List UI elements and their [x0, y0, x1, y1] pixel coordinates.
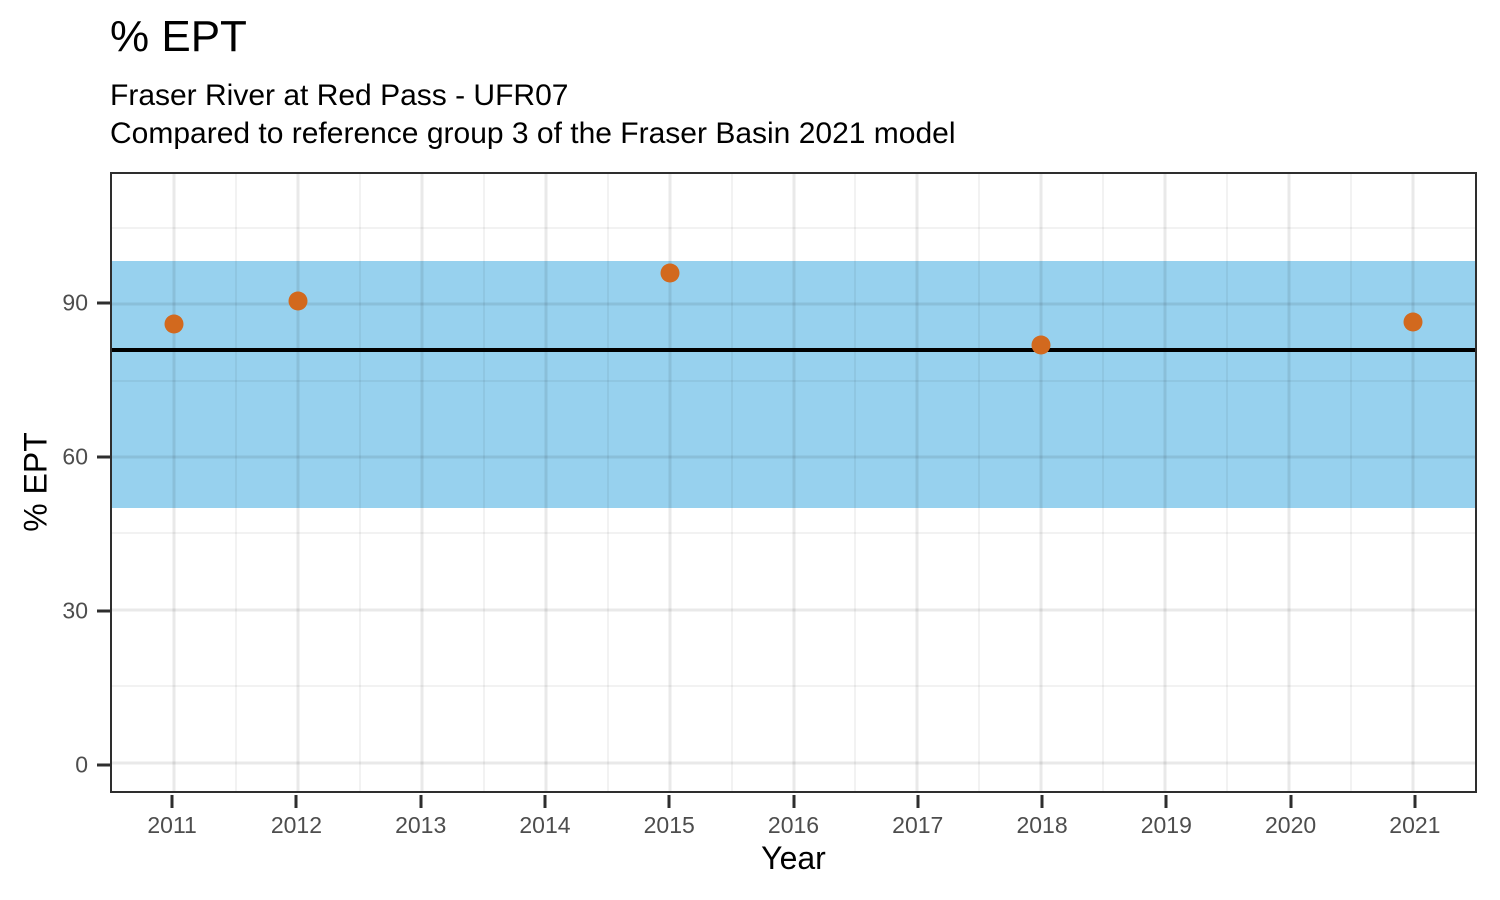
data-point — [164, 314, 184, 334]
x-tick-mark — [170, 795, 174, 808]
gridline-minor-vertical — [482, 174, 485, 791]
x-tick-label: 2017 — [892, 812, 944, 838]
x-tick-mark — [667, 795, 671, 808]
y-tick-label: 0 — [75, 751, 88, 778]
x-tick-mark — [294, 795, 298, 808]
gridline-minor-vertical — [1226, 174, 1229, 791]
x-axis: 2011 2012 2013 2014 2015 2016 2017 2018 2019 2020… — [110, 793, 1477, 853]
y-tick-mark — [97, 763, 110, 767]
gridline-major-horizontal — [112, 761, 1475, 765]
x-tick-mark — [543, 795, 547, 808]
x-tick-label: 2020 — [1264, 812, 1317, 838]
gridline-major-vertical — [172, 174, 176, 791]
x-tick-label: 2015 — [643, 812, 695, 838]
x-tick-label: 2018 — [1016, 812, 1068, 838]
reference-line — [112, 347, 1475, 352]
data-point — [1403, 312, 1423, 332]
gridline-minor-vertical — [358, 174, 361, 791]
gridline-major-vertical — [296, 174, 300, 791]
x-tick-mark — [1413, 795, 1417, 808]
y-tick-mark — [97, 455, 110, 459]
x-tick-label: 2013 — [395, 812, 447, 838]
gridline-minor-vertical — [1350, 174, 1353, 791]
x-tick-mark — [792, 795, 795, 808]
gridline-major-vertical — [1411, 174, 1415, 791]
y-axis: 0 30 60 90 — [0, 172, 110, 793]
reference-band — [112, 260, 1475, 508]
gridline-minor-vertical — [854, 174, 857, 791]
gridline-minor-horizontal — [112, 379, 1475, 382]
data-point — [660, 263, 680, 283]
y-tick-label: 30 — [62, 597, 88, 624]
gridline-major-horizontal — [112, 302, 1475, 306]
gridline-major-vertical — [915, 174, 919, 791]
chart-subtitle-line1: Fraser River at Red Pass - UFR07 — [110, 79, 569, 112]
x-tick-mark — [1164, 795, 1168, 808]
plot-panel — [110, 172, 1477, 793]
x-tick-label: 2011 — [147, 812, 197, 838]
y-tick-mark — [97, 609, 110, 613]
x-axis-title: Year — [761, 840, 826, 876]
x-tick-label: 2016 — [767, 812, 820, 838]
y-tick-label: 60 — [62, 443, 88, 470]
gridline-major-vertical — [1163, 174, 1167, 791]
x-tick-mark — [916, 795, 920, 808]
gridline-major-horizontal — [112, 455, 1475, 459]
data-point — [1031, 335, 1051, 355]
gridline-minor-vertical — [978, 174, 981, 791]
gridline-minor-vertical — [234, 174, 237, 791]
y-axis-title: % EPT — [17, 432, 54, 532]
gridline-minor-vertical — [730, 174, 733, 791]
x-tick-label: 2019 — [1140, 812, 1192, 838]
x-tick-mark — [1289, 795, 1293, 808]
gridline-minor-vertical — [1102, 174, 1105, 791]
gridline-major-vertical — [1039, 174, 1043, 791]
gridline-major-vertical — [792, 174, 795, 791]
gridline-minor-vertical — [606, 174, 609, 791]
y-tick-mark — [97, 301, 110, 305]
x-tick-label: 2021 — [1389, 812, 1441, 838]
plot-area — [112, 174, 1475, 791]
x-tick-label: 2012 — [270, 812, 322, 838]
chart-subtitle-line2: Compared to reference group 3 of the Fra… — [110, 117, 956, 150]
x-tick-label: 2014 — [519, 812, 571, 838]
gridline-major-vertical — [668, 174, 672, 791]
gridline-major-horizontal — [112, 608, 1475, 612]
chart-title: % EPT — [110, 12, 247, 61]
gridline-major-vertical — [544, 174, 548, 791]
data-point — [288, 291, 308, 311]
gridline-minor-horizontal — [112, 226, 1475, 229]
chart-subtitle: Fraser River at Red Pass - UFR07 Compare… — [110, 77, 955, 153]
y-tick-label: 90 — [62, 289, 88, 316]
gridline-major-vertical — [420, 174, 424, 791]
gridline-minor-horizontal — [112, 532, 1475, 535]
gridline-major-vertical — [1287, 174, 1291, 791]
gridline-minor-horizontal — [112, 685, 1475, 688]
x-tick-mark — [419, 795, 423, 808]
x-tick-mark — [1040, 795, 1044, 808]
